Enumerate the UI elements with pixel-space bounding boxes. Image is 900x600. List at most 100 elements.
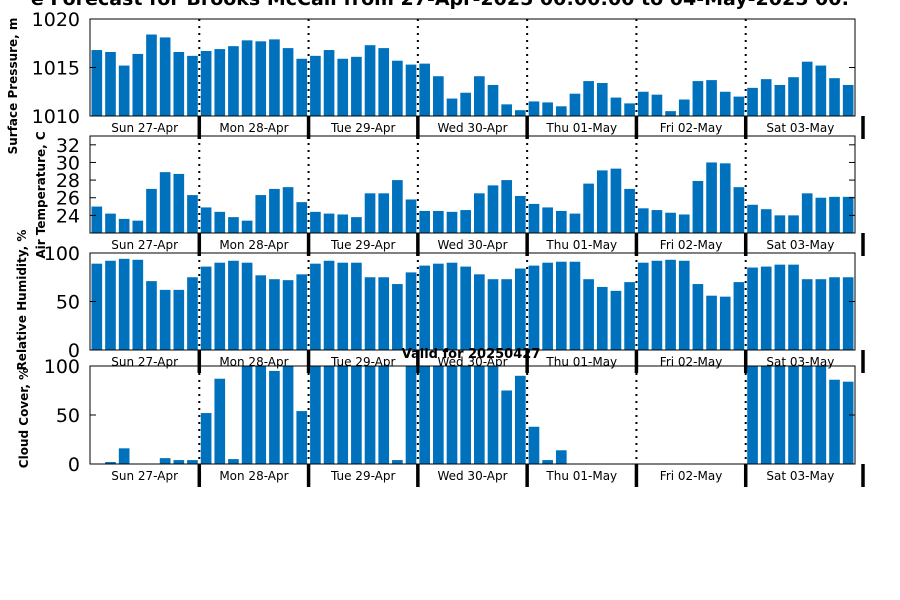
- bar: [555, 210, 567, 233]
- bar: [815, 197, 827, 233]
- bar: [474, 76, 485, 116]
- day-label: Fri 02-May: [660, 121, 723, 135]
- bar: [269, 39, 280, 117]
- bar: [760, 266, 772, 350]
- bar: [815, 279, 827, 350]
- bar: [433, 210, 444, 233]
- bar: [774, 84, 786, 116]
- bar: [282, 48, 294, 116]
- bar: [747, 87, 758, 116]
- bar: [829, 196, 840, 233]
- y-tick-label: 32: [56, 135, 80, 157]
- bar: [214, 262, 226, 350]
- bar: [132, 53, 144, 116]
- bar: [474, 274, 485, 350]
- bar: [255, 41, 267, 117]
- bar: [405, 199, 417, 233]
- bar: [514, 375, 526, 464]
- bar: [665, 259, 676, 350]
- bar: [678, 260, 690, 350]
- bar: [569, 261, 581, 350]
- bar: [296, 274, 308, 350]
- bar: [842, 381, 854, 464]
- bar: [706, 80, 717, 116]
- bar: [132, 220, 144, 233]
- bar: [392, 60, 403, 116]
- bar: [474, 366, 485, 464]
- day-label: Wed 30-Apr: [437, 238, 507, 252]
- bar: [760, 366, 772, 464]
- bar: [91, 206, 103, 233]
- bar: [118, 65, 130, 116]
- bar: [269, 279, 280, 350]
- bar: [323, 260, 335, 350]
- day-label: Tue 29-Apr: [330, 238, 395, 252]
- y-tick-label: 50: [56, 292, 80, 314]
- day-label: Mon 28-Apr: [219, 121, 288, 135]
- bar: [487, 279, 499, 350]
- bar: [364, 277, 376, 350]
- bar: [487, 366, 499, 464]
- bar: [392, 180, 403, 233]
- bar: [651, 94, 663, 116]
- y-tick-label: 30: [56, 152, 80, 174]
- bar: [815, 65, 827, 116]
- day-label: Tue 29-Apr: [330, 121, 395, 135]
- bar: [282, 280, 294, 350]
- bar: [405, 272, 417, 350]
- bar: [692, 284, 704, 350]
- bar: [296, 58, 308, 116]
- bar: [200, 51, 212, 117]
- bar: [405, 366, 417, 464]
- bar: [378, 48, 390, 116]
- day-label: Tue 29-Apr: [330, 469, 395, 483]
- bar: [269, 188, 280, 233]
- bar: [692, 81, 704, 116]
- bar: [146, 281, 157, 350]
- bar: [323, 213, 335, 233]
- bar: [474, 193, 485, 233]
- bar: [514, 110, 526, 116]
- bar: [173, 289, 185, 350]
- bar: [829, 379, 840, 464]
- bar: [200, 413, 212, 464]
- bar: [200, 207, 212, 233]
- bar: [829, 78, 840, 116]
- bar: [91, 50, 103, 116]
- bar: [460, 92, 471, 116]
- bar: [542, 460, 553, 464]
- bar: [241, 366, 253, 464]
- bar: [159, 289, 171, 350]
- y-tick-label: 50: [56, 405, 80, 427]
- bar: [337, 214, 349, 233]
- bar: [282, 366, 294, 464]
- bar: [733, 187, 745, 233]
- bar: [187, 460, 198, 464]
- bar: [665, 212, 676, 233]
- bar: [747, 204, 758, 233]
- bar: [228, 46, 239, 116]
- bar: [118, 448, 130, 464]
- bar: [583, 81, 594, 116]
- bar: [542, 207, 553, 233]
- bar: [200, 266, 212, 350]
- bar: [596, 286, 608, 350]
- day-label: Fri 02-May: [660, 238, 723, 252]
- bar: [514, 195, 526, 233]
- bar: [801, 366, 813, 464]
- bar: [719, 296, 731, 350]
- bar: [788, 215, 799, 233]
- bar: [419, 210, 431, 233]
- bar: [433, 76, 444, 116]
- bar: [241, 220, 253, 233]
- bar: [310, 211, 321, 233]
- bar: [405, 64, 417, 116]
- bar: [419, 63, 431, 116]
- bar: [378, 366, 390, 464]
- bar: [788, 264, 799, 350]
- bar: [651, 210, 663, 233]
- chart-panels: 1010 1015 1020 Surface Pressure, m Sun 27-Ap…: [6, 9, 865, 487]
- bar: [501, 279, 512, 350]
- bar: [310, 366, 321, 464]
